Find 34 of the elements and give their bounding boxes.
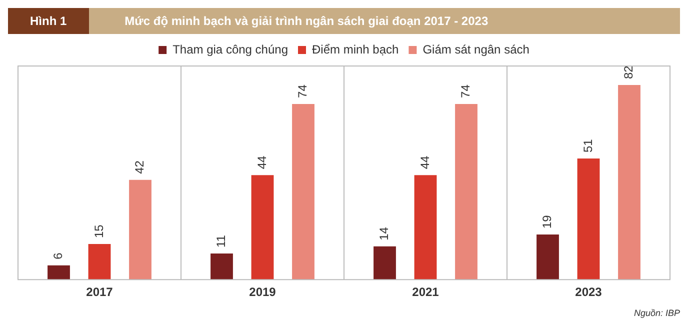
legend-label: Điểm minh bạch [312,42,399,56]
bar [536,234,559,280]
legend-label: Giám sát ngân sách [422,42,530,56]
data-label: 51 [580,138,595,153]
bar [88,244,111,280]
legend-label: Tham gia công chúng [172,42,288,56]
data-label: 74 [296,84,310,98]
bar [618,84,640,280]
bar [129,180,152,280]
data-label: 19 [540,214,554,229]
x-tick-label: 2017 [86,285,114,300]
data-label: 82 [622,65,636,79]
data-label: 11 [214,234,228,248]
data-label: 14 [377,226,392,240]
chart-title: Mức độ minh bạch và giải trình ngân sách giai đoạn 2017 - 2023 [124,14,488,28]
bar [374,246,396,280]
data-label: 74 [458,84,473,98]
x-tick-label: 2019 [249,285,276,300]
data-label: 44 [254,156,269,170]
text: Nguồn: IBP [632,308,680,318]
bar [251,175,274,280]
x-tick-label: 2023 [575,285,602,300]
bar [455,104,478,280]
data-label: 15 [92,224,106,238]
bar [48,265,70,280]
data-label: 42 [132,160,147,174]
text: Hình 1 [8,8,89,34]
bar [210,253,233,280]
bar [414,175,437,280]
bar [292,104,314,280]
bar [577,158,600,280]
data-label: 6 [51,252,66,260]
x-tick-label: 2021 [412,285,440,300]
data-label: 44 [418,156,432,170]
